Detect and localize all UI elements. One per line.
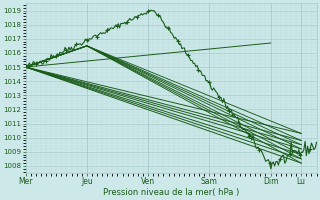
X-axis label: Pression niveau de la mer( hPa ): Pression niveau de la mer( hPa ) bbox=[103, 188, 239, 197]
